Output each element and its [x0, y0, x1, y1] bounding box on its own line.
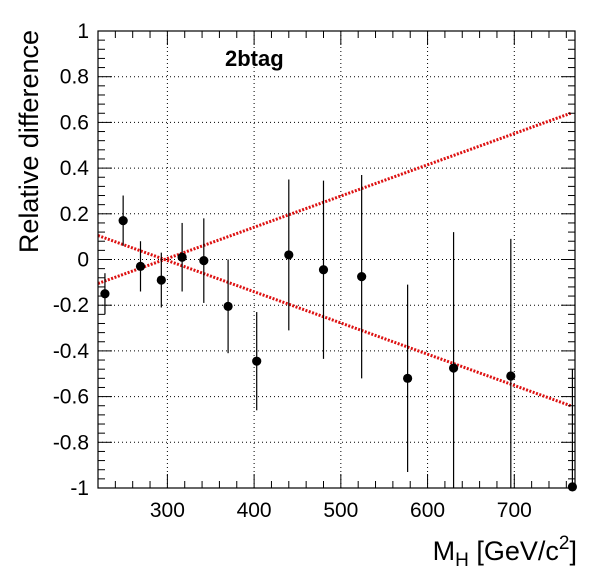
- fit-line: [97, 111, 572, 285]
- data-point: [156, 275, 166, 285]
- x-axis-title-main: M: [433, 536, 456, 566]
- grid: [98, 31, 575, 488]
- x-axis-title-sub: H: [455, 550, 469, 571]
- data-point: [567, 482, 577, 492]
- y-tick-label: -0.2: [53, 294, 89, 317]
- y-axis-title: Relative difference: [14, 30, 44, 253]
- x-tick-labels: 300 400 500 600 700: [150, 499, 532, 522]
- x-tick-label: 700: [497, 499, 532, 522]
- data-point: [284, 250, 294, 260]
- y-tick-labels: 1 0.8 0.6 0.4 0.2 0 -0.2 -0.4 -0.6 -0.8 -1: [53, 20, 90, 500]
- data-point: [135, 261, 146, 271]
- y-tick-label: 1: [77, 20, 89, 43]
- axis-ticks: [97, 30, 575, 489]
- data-point: [318, 265, 329, 275]
- x-tick-label: 400: [237, 499, 272, 522]
- x-tick-label: 500: [323, 499, 358, 522]
- x-axis-title-sup: 2: [559, 533, 570, 554]
- data-point: [506, 371, 516, 381]
- y-tick-label: -0.6: [53, 386, 89, 409]
- x-axis-title-close: ]: [569, 536, 577, 566]
- data-point: [357, 272, 367, 282]
- y-tick-label: -0.4: [53, 340, 90, 363]
- y-tick-label: -0.8: [53, 431, 89, 454]
- data-point: [177, 252, 187, 262]
- data-point: [199, 256, 209, 266]
- data-point: [403, 373, 413, 383]
- data-point: [100, 289, 110, 299]
- x-axis-title: MH [GeV/c2]: [433, 533, 577, 571]
- annotation-label: 2btag: [225, 46, 284, 71]
- x-tick-label: 600: [410, 499, 445, 522]
- data-point: [118, 216, 128, 226]
- plot-frame: [97, 30, 576, 489]
- x-tick-label: 300: [150, 499, 185, 522]
- data-points: [100, 174, 577, 492]
- data-point: [252, 356, 262, 366]
- x-axis-title-units: [GeV/c: [469, 536, 559, 566]
- y-tick-label: 0.6: [60, 111, 89, 134]
- y-tick-label: 0.2: [60, 203, 89, 226]
- y-tick-label: -1: [70, 477, 89, 500]
- data-point: [448, 363, 459, 373]
- y-tick-label: 0.8: [60, 66, 89, 89]
- y-tick-label: 0.4: [60, 157, 90, 180]
- fit-line: [97, 234, 572, 408]
- y-tick-label: 0: [77, 249, 89, 272]
- data-point: [223, 301, 233, 311]
